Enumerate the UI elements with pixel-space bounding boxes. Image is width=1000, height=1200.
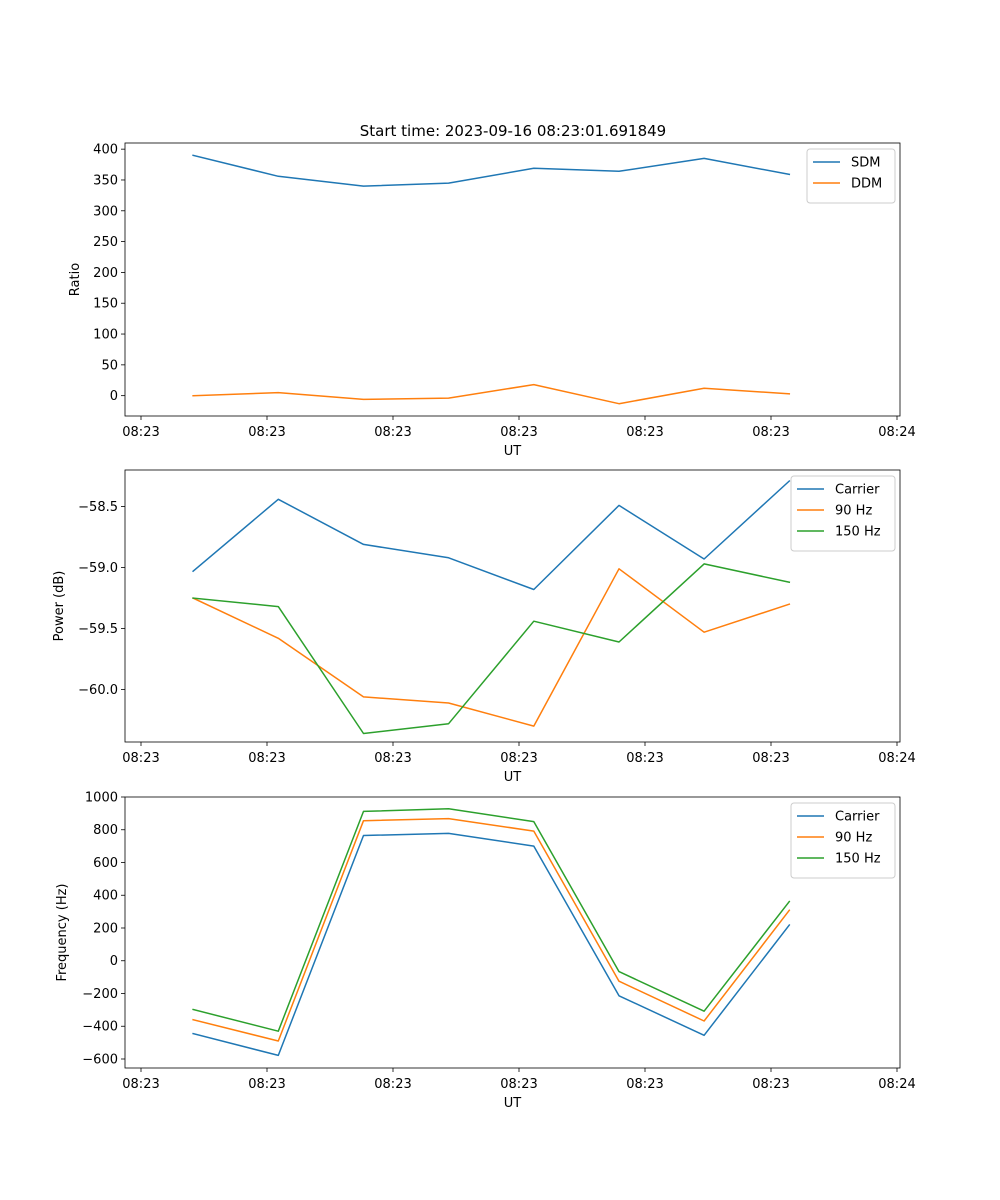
x-tick-label: 08:24 (878, 425, 915, 440)
series-line-ddm (192, 383, 791, 405)
x-tick-label: 08:23 (122, 1077, 159, 1092)
y-tick-label: −59.0 (78, 561, 118, 576)
legend-label-sdm: SDM (851, 156, 880, 171)
series-line-carrier (192, 832, 791, 1057)
x-tick-label: 08:23 (500, 425, 537, 440)
x-tick-label: 08:23 (752, 1077, 789, 1092)
series-line-150-hz (192, 808, 791, 1032)
y-tick-label: 100 (93, 328, 118, 343)
legend: SDM DDM (806, 148, 896, 204)
y-axis-label: Frequency (Hz) (55, 883, 70, 981)
y-tick-label: 300 (93, 204, 118, 219)
legend-label-ddm: DDM (851, 177, 882, 192)
y-tick-label: 400 (93, 889, 118, 904)
subplot-2: 08:23 08:23 08:23 08:23 08:23 08:23 08:24 −58.5… (52, 469, 916, 785)
x-tick-label: 08:23 (752, 751, 789, 766)
subplot-3: 08:23 08:23 08:23 08:23 08:23 08:23 08:24 −600 −… (55, 791, 916, 1112)
series-line-90-hz (192, 817, 791, 1042)
legend-label-carrier: Carrier (835, 810, 880, 825)
y-tick-label: 400 (93, 143, 118, 158)
legend-label-90-hz: 90 Hz (835, 504, 872, 519)
y-tick-label: 150 (93, 297, 118, 312)
legend-box (790, 475, 896, 552)
y-tick-label: 350 (93, 173, 118, 188)
x-tick-label: 08:23 (626, 1077, 663, 1092)
legend: Carrier 90 Hz 150 Hz (790, 475, 896, 552)
x-tick-label: 08:23 (248, 1077, 285, 1092)
y-tick-label: 1000 (85, 791, 118, 806)
series-line-carrier (192, 479, 791, 591)
y-tick-label: 250 (93, 235, 118, 250)
x-axis-label: UT (504, 770, 522, 785)
x-tick-label: 08:23 (626, 425, 663, 440)
x-tick-label: 08:24 (878, 751, 915, 766)
x-tick-label: 08:23 (374, 425, 411, 440)
x-tick-label: 08:23 (122, 425, 159, 440)
y-tick-label: −400 (82, 1020, 118, 1035)
y-tick-label: 50 (101, 358, 118, 373)
axes-frame (124, 142, 901, 417)
x-axis-label: UT (504, 1096, 522, 1111)
subplot-1: 08:23 08:23 08:23 08:23 08:23 08:23 08:24 0 50 10… (68, 142, 916, 459)
y-tick-label: −60.0 (78, 683, 118, 698)
subplots: 08:23 08:23 08:23 08:23 08:23 08:23 08:24 0 50 10… (52, 142, 916, 1112)
legend-label-150-hz: 150 Hz (835, 852, 881, 867)
figure-title: Start time: 2023-09-16 08:23:01.691849 (360, 122, 666, 140)
x-tick-label: 08:23 (248, 751, 285, 766)
y-axis-label: Power (dB) (52, 571, 67, 642)
x-tick-label: 08:23 (374, 751, 411, 766)
y-tick-label: 800 (93, 823, 118, 838)
legend-label-90-hz: 90 Hz (835, 831, 872, 846)
series-line-sdm (192, 154, 791, 187)
x-tick-label: 08:23 (752, 425, 789, 440)
y-tick-label: −58.5 (78, 500, 118, 515)
y-tick-label: −600 (82, 1052, 118, 1067)
series-line-150-hz (192, 563, 791, 735)
y-tick-label: 200 (93, 266, 118, 281)
y-axis-label: Ratio (68, 263, 83, 296)
x-tick-label: 08:23 (122, 751, 159, 766)
y-tick-label: 0 (110, 954, 118, 969)
x-tick-label: 08:23 (500, 751, 537, 766)
axes-frame (124, 796, 901, 1069)
axes-frame (124, 469, 901, 743)
x-axis-label: UT (504, 444, 522, 459)
y-tick-label: −59.5 (78, 622, 118, 637)
y-tick-label: 200 (93, 921, 118, 936)
legend-box (790, 802, 896, 879)
x-tick-label: 08:23 (248, 425, 285, 440)
legend: Carrier 90 Hz 150 Hz (790, 802, 896, 879)
series-line-90-hz (192, 568, 791, 727)
y-tick-label: −200 (82, 987, 118, 1002)
y-tick-label: 0 (110, 389, 118, 404)
x-tick-label: 08:23 (500, 1077, 537, 1092)
legend-label-carrier: Carrier (835, 483, 880, 498)
x-tick-label: 08:23 (374, 1077, 411, 1092)
legend-label-150-hz: 150 Hz (835, 525, 881, 540)
x-tick-label: 08:23 (626, 751, 663, 766)
x-tick-label: 08:24 (878, 1077, 915, 1092)
y-tick-label: 600 (93, 856, 118, 871)
